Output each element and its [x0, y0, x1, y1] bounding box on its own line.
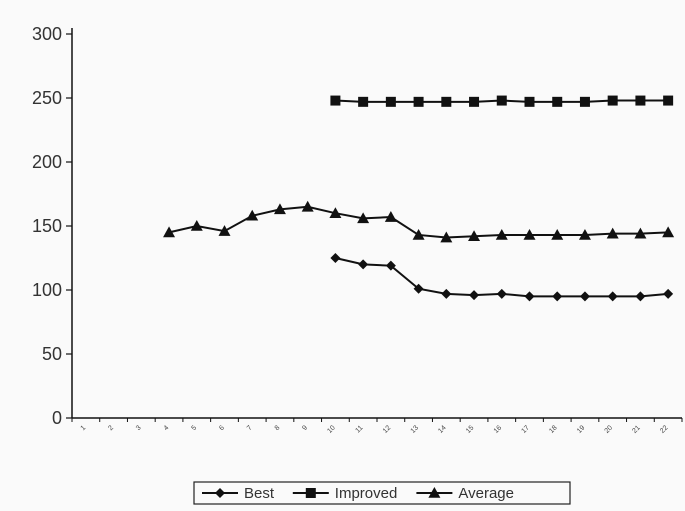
- data-point-best: [635, 291, 646, 302]
- data-point-average: [523, 228, 536, 240]
- x-tick-label: 7: [246, 424, 254, 432]
- x-tick-label: 12: [382, 424, 393, 435]
- x-tick-label: 10: [326, 424, 337, 435]
- data-point-average: [468, 230, 481, 242]
- data-point-improved: [524, 96, 535, 107]
- x-tick-label: 20: [604, 424, 615, 435]
- data-point-average: [412, 228, 425, 240]
- legend-marker-improved: [305, 488, 316, 498]
- data-point-average: [163, 226, 176, 238]
- data-point-improved: [358, 96, 369, 107]
- x-tick-label: 21: [631, 424, 642, 435]
- x-tick-label: 9: [301, 424, 309, 432]
- legend-box: [193, 481, 571, 505]
- data-point-average: [440, 231, 453, 243]
- data-point-best: [413, 283, 424, 294]
- data-point-improved: [635, 95, 646, 106]
- data-point-average: [384, 211, 397, 222]
- y-tick-label: 200: [32, 152, 62, 172]
- legend-label-average: Average: [458, 485, 514, 502]
- data-point-improved: [496, 95, 507, 106]
- data-point-best: [663, 288, 674, 299]
- legend-marker-average: [428, 487, 441, 498]
- data-point-average: [578, 228, 591, 240]
- data-point-average: [301, 200, 314, 212]
- data-point-average: [662, 226, 675, 238]
- data-point-improved: [607, 95, 618, 106]
- x-tick-label: 19: [576, 424, 587, 435]
- data-point-improved: [663, 95, 674, 106]
- data-point-best: [552, 291, 563, 302]
- data-point-average: [246, 209, 259, 221]
- data-point-improved: [579, 96, 590, 107]
- legend-marker-best: [215, 488, 225, 498]
- legend-label-improved: Improved: [335, 485, 398, 502]
- x-tick-label: 1: [80, 424, 88, 432]
- x-tick-label: 6: [218, 424, 226, 432]
- y-tick-label: 100: [32, 280, 62, 300]
- x-tick-label: 18: [548, 424, 559, 435]
- x-tick-label: 16: [493, 424, 504, 435]
- data-point-best: [607, 291, 618, 302]
- y-tick-label: 300: [32, 24, 62, 44]
- data-point-best: [579, 291, 590, 302]
- x-tick-label: 4: [163, 424, 171, 432]
- data-point-average: [551, 228, 564, 240]
- data-point-best: [441, 288, 452, 299]
- y-tick-label: 150: [32, 216, 62, 236]
- data-point-average: [329, 207, 342, 218]
- y-tick-label: 50: [42, 344, 62, 364]
- x-tick-label: 8: [274, 424, 282, 432]
- x-tick-label: 11: [354, 424, 364, 434]
- data-point-average: [218, 225, 231, 236]
- data-point-average: [357, 212, 370, 224]
- data-point-improved: [552, 96, 563, 107]
- data-point-improved: [385, 96, 396, 107]
- data-point-best: [524, 291, 535, 302]
- data-point-improved: [413, 96, 424, 107]
- data-point-average: [273, 203, 286, 215]
- y-tick-label: 0: [52, 408, 62, 428]
- data-point-best: [330, 253, 341, 263]
- data-point-improved: [441, 96, 452, 107]
- x-tick-label: 5: [190, 424, 198, 432]
- data-point-best: [358, 259, 369, 270]
- data-point-improved: [469, 96, 480, 107]
- x-tick-label: 22: [659, 424, 670, 435]
- data-point-improved: [330, 95, 341, 106]
- data-point-best: [469, 290, 480, 301]
- x-tick-label: 13: [410, 424, 421, 435]
- x-tick-label: 2: [107, 424, 115, 432]
- x-tick-label: 3: [135, 424, 143, 432]
- legend-label-best: Best: [244, 485, 275, 502]
- data-point-average: [495, 228, 508, 240]
- data-point-average: [606, 227, 619, 239]
- x-tick-label: 17: [520, 424, 531, 435]
- data-point-best: [496, 288, 507, 299]
- y-tick-label: 250: [32, 88, 62, 108]
- x-tick-label: 14: [437, 424, 448, 435]
- x-tick-label: 15: [465, 424, 476, 435]
- data-point-average: [634, 227, 647, 239]
- data-point-average: [190, 220, 203, 231]
- data-point-best: [385, 260, 396, 271]
